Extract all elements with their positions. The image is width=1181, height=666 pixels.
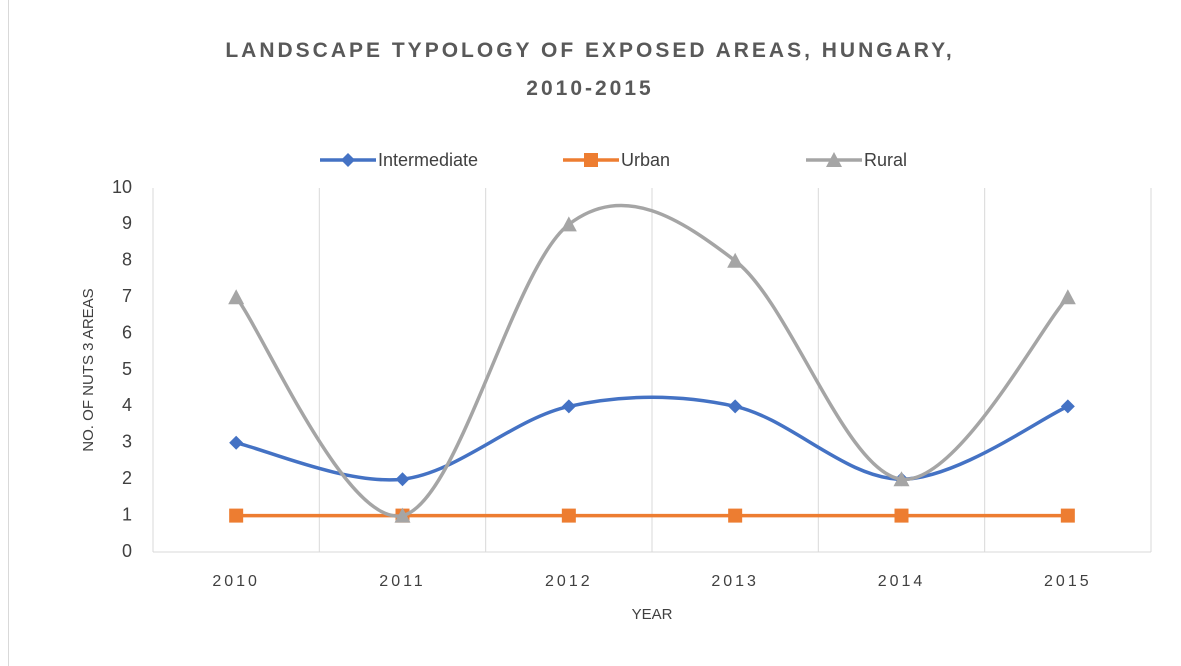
y-tick-label: 9 xyxy=(122,213,132,233)
marker xyxy=(561,399,576,414)
marker xyxy=(728,508,743,523)
y-axis-label: NO. OF NUTS 3 AREAS xyxy=(80,288,97,451)
x-tick-label: 2015 xyxy=(1044,573,1092,590)
y-tick-label: 6 xyxy=(122,322,132,342)
y-tick-label: 2 xyxy=(122,468,132,488)
marker xyxy=(394,507,411,523)
marker xyxy=(1060,399,1075,414)
y-tick-label: 0 xyxy=(122,541,132,561)
legend-marker xyxy=(584,153,598,167)
legend-marker xyxy=(826,152,842,167)
chart-frame xyxy=(8,0,1181,666)
y-tick-label: 7 xyxy=(122,286,132,306)
chart-title: LANDSCAPE TYPOLOGY OF EXPOSED AREAS, HUN… xyxy=(225,39,955,100)
y-tick-label: 1 xyxy=(122,504,132,524)
legend-label: Urban xyxy=(621,150,670,170)
x-tick-label: 2011 xyxy=(379,573,425,590)
marker xyxy=(228,289,245,305)
y-tick-label: 10 xyxy=(112,177,132,197)
marker xyxy=(561,508,576,523)
marker xyxy=(893,471,910,487)
y-tick-label: 3 xyxy=(122,432,132,452)
marker xyxy=(560,216,577,232)
y-tick-label: 8 xyxy=(122,250,132,270)
legend-label: Intermediate xyxy=(378,150,478,170)
x-tick-label: 2012 xyxy=(545,573,593,590)
marker xyxy=(894,508,909,523)
x-tick-label: 2010 xyxy=(212,573,260,590)
marker xyxy=(229,435,244,450)
legend-marker xyxy=(341,153,355,167)
marker xyxy=(728,399,743,414)
marker xyxy=(395,472,410,487)
y-tick-label: 4 xyxy=(122,395,132,415)
x-tick-label: 2013 xyxy=(711,573,759,590)
marker xyxy=(1060,508,1075,523)
marker xyxy=(727,252,744,268)
series-line xyxy=(234,395,1070,482)
legend-label: Rural xyxy=(864,150,907,170)
x-axis-label: YEAR xyxy=(632,606,673,623)
x-tick-label: 2014 xyxy=(878,573,926,590)
series-line xyxy=(234,203,1070,518)
marker xyxy=(1059,289,1076,305)
y-tick-label: 5 xyxy=(122,359,132,379)
marker xyxy=(229,508,244,523)
